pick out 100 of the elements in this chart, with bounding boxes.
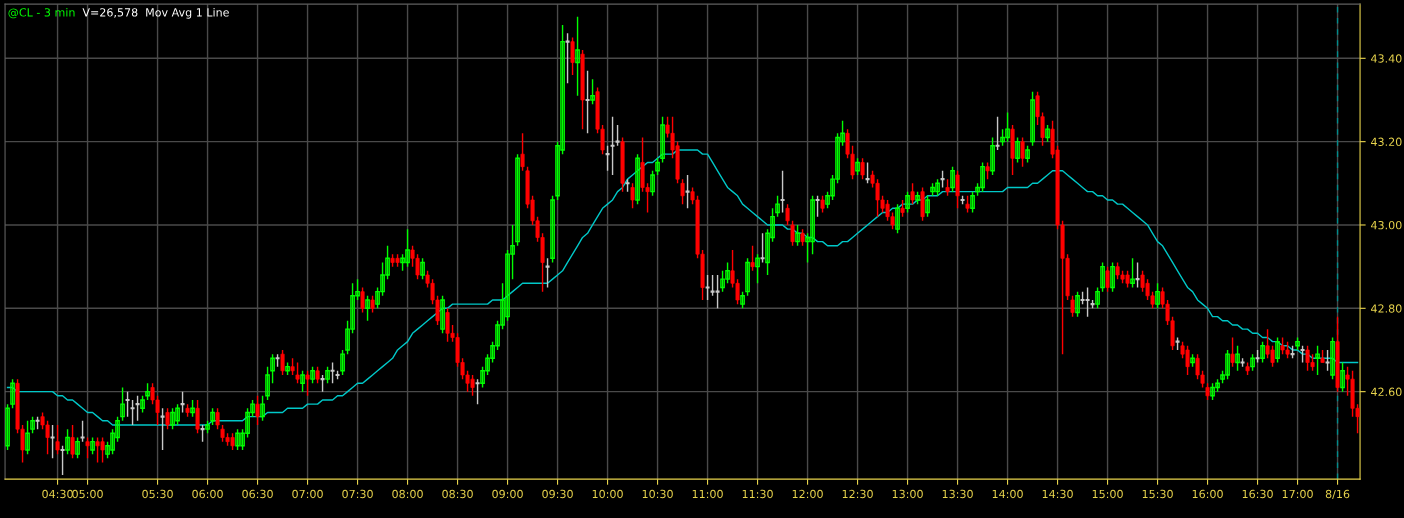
candlestick <box>775 195 780 218</box>
candlestick <box>790 220 795 247</box>
candlestick <box>280 349 285 376</box>
x-tick-label: 11:30 <box>742 489 773 499</box>
candlestick <box>1275 336 1280 364</box>
candlestick <box>1100 261 1105 293</box>
candlestick <box>1075 290 1080 318</box>
y-tick-label: 43.00 <box>1371 220 1402 230</box>
y-tick-label: 43.40 <box>1371 54 1402 63</box>
candlestick <box>550 195 555 264</box>
x-tick-label: 17:00 <box>1282 489 1313 499</box>
x-tick-label: 08:00 <box>392 489 423 499</box>
candlestick <box>714 274 721 310</box>
candlestick <box>564 32 571 85</box>
x-tick-label: 15:00 <box>1092 489 1123 499</box>
candlestick <box>1070 295 1075 318</box>
candlestick <box>5 403 10 451</box>
x-tick-label: 09:30 <box>542 489 573 499</box>
candlestick <box>179 390 186 414</box>
candlestick <box>795 224 800 247</box>
candlestick <box>1030 90 1035 147</box>
candlestick <box>750 245 755 272</box>
candlestick <box>1110 261 1115 293</box>
candlestick <box>814 195 821 218</box>
chart-title: @CL - 3 min <box>8 7 75 19</box>
candlestick <box>165 407 170 430</box>
candlestick <box>365 295 370 322</box>
candlestick <box>1095 286 1100 310</box>
candlestick <box>755 253 760 285</box>
candlestick <box>420 257 425 280</box>
candlestick <box>55 424 60 455</box>
x-tick-label: 15:30 <box>1142 489 1173 499</box>
candlestick <box>1134 261 1141 289</box>
candlestick <box>85 436 90 460</box>
candlestick <box>609 115 616 176</box>
x-tick-label: 07:30 <box>342 489 373 499</box>
candlestick <box>759 232 766 264</box>
candlestick <box>925 195 930 218</box>
x-tick-label: 13:30 <box>942 489 973 499</box>
candlestick <box>570 36 575 76</box>
candlestick <box>860 157 865 180</box>
x-tick-label: 10:00 <box>592 489 623 499</box>
candlestick <box>265 365 270 401</box>
x-tick-label: 13:00 <box>892 489 923 499</box>
x-tick-label: 04:30 <box>42 489 73 499</box>
annotation: Mov Avg 1 Line <box>146 7 229 19</box>
x-tick-label: 05:00 <box>72 489 103 499</box>
candlestick <box>779 170 786 214</box>
candlestick <box>120 386 125 422</box>
annotation: V=26,578 <box>82 8 138 18</box>
candlestick <box>340 349 345 376</box>
candlestick <box>25 420 30 455</box>
candlestick <box>1084 286 1091 318</box>
y-tick-label: 42.80 <box>1371 304 1402 313</box>
candlestick <box>604 145 611 172</box>
candlestick <box>329 361 336 385</box>
x-tick-label: 16:30 <box>1242 489 1273 499</box>
candlestick <box>584 70 591 135</box>
candlestick <box>1020 136 1025 168</box>
candlestick <box>1330 336 1335 380</box>
candlestick <box>295 361 300 385</box>
candlestick <box>300 370 305 393</box>
candlestick <box>1230 336 1235 368</box>
candlestick <box>195 399 200 435</box>
candlestick <box>360 286 365 314</box>
candlestick <box>590 78 595 105</box>
candlestick <box>660 115 665 164</box>
candlestick <box>520 132 525 172</box>
candlestick <box>515 153 520 247</box>
candlestick <box>305 370 310 397</box>
candlestick <box>614 124 621 147</box>
x-tick-label: 12:00 <box>792 489 823 499</box>
candlestick <box>1235 345 1240 372</box>
candlestick <box>1105 265 1110 293</box>
x-tick-label: 07:00 <box>292 489 323 499</box>
candlestick <box>864 161 871 185</box>
x-tick-label: 8/16 <box>1325 489 1350 500</box>
candlestick <box>994 115 1001 151</box>
candlestick <box>1015 136 1020 164</box>
candlestick <box>680 178 685 205</box>
candlestick <box>129 399 136 426</box>
x-tick-label: 05:30 <box>142 489 173 499</box>
x-tick-label: 14:30 <box>1042 489 1073 499</box>
x-tick-label: 10:30 <box>642 489 673 499</box>
x-tick-label: 06:00 <box>192 489 223 499</box>
x-tick-label: 08:30 <box>442 489 473 499</box>
candlestick <box>785 203 790 226</box>
candlestick <box>544 257 551 289</box>
candlestick <box>255 395 260 426</box>
candlestick <box>970 190 975 214</box>
candlestick <box>910 182 915 205</box>
candlestick <box>905 190 910 214</box>
candlestick <box>215 407 220 430</box>
candlestick <box>990 136 995 176</box>
candlestick <box>1315 345 1320 376</box>
x-tick-label: 16:00 <box>1192 489 1223 499</box>
y-tick-label: 42.60 <box>1371 387 1402 397</box>
candlestick <box>955 170 960 210</box>
candlestick <box>704 274 711 301</box>
candlestick <box>124 390 131 418</box>
